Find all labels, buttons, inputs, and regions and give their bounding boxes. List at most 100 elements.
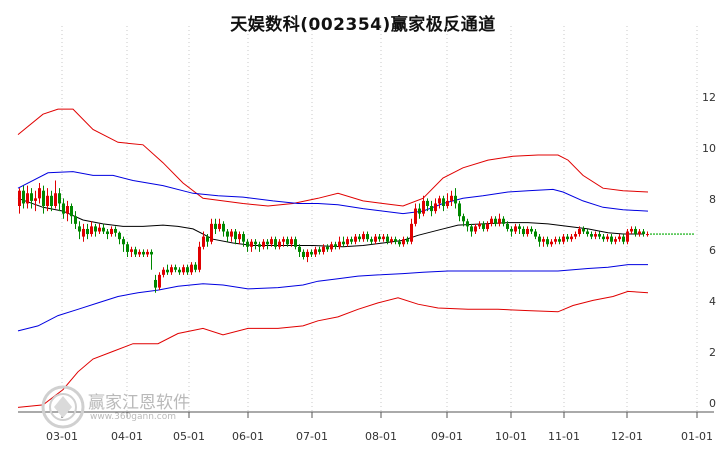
candle: [370, 236, 373, 245]
candle-body: [114, 228, 117, 233]
candle: [498, 213, 501, 227]
candle: [46, 188, 49, 212]
candle: [262, 239, 265, 250]
candle: [618, 234, 621, 242]
candle-body: [282, 239, 285, 242]
candle: [238, 231, 241, 245]
candle: [522, 226, 525, 237]
candle-body: [50, 195, 53, 206]
candle: [230, 228, 233, 242]
candle: [22, 185, 25, 209]
candle: [38, 183, 41, 204]
candle-body: [486, 223, 489, 229]
candle-body: [382, 236, 385, 240]
candle: [490, 216, 493, 227]
channel-outer-lower-line: [17, 290, 649, 408]
candle-body: [482, 223, 485, 229]
candle-body: [386, 236, 389, 242]
candle-body: [562, 236, 565, 242]
candle-body: [594, 234, 597, 237]
candle-body: [466, 221, 469, 227]
candle-body: [318, 249, 321, 252]
candle: [270, 236, 273, 247]
candle-body: [474, 226, 477, 232]
candle-body: [586, 231, 589, 235]
candle: [590, 231, 593, 240]
candle-body: [518, 226, 521, 229]
candle: [310, 249, 313, 257]
candle-body: [426, 200, 429, 206]
candle-body: [294, 239, 297, 247]
y-tick-label: 0: [709, 397, 716, 410]
candlesticks: [18, 180, 649, 293]
candle: [442, 195, 445, 212]
chart-title: 天娱数科(002354)赢家极反通道: [230, 15, 496, 35]
candle-body: [414, 208, 417, 224]
candle: [342, 236, 345, 247]
candle-body: [54, 193, 57, 206]
candle-body: [490, 218, 493, 224]
candle-body: [254, 241, 257, 245]
candle-body: [462, 216, 465, 222]
candle: [78, 221, 81, 240]
candle: [390, 236, 393, 245]
candle-body: [338, 241, 341, 247]
candle: [74, 211, 77, 229]
candle-body: [162, 269, 165, 275]
candle-body: [646, 234, 649, 236]
candle: [222, 221, 225, 237]
candle: [30, 188, 33, 209]
candle: [338, 236, 341, 250]
candle-body: [102, 227, 105, 232]
candle: [362, 231, 365, 242]
candle-body: [558, 239, 561, 242]
candle-body: [438, 198, 441, 204]
candle: [218, 218, 221, 232]
candle-body: [290, 239, 293, 245]
candle: [314, 246, 317, 257]
candle: [186, 264, 189, 275]
candle-body: [430, 206, 433, 212]
candle: [622, 234, 625, 245]
x-tick-label: 10-01: [495, 430, 527, 443]
x-tick-label: 08-01: [365, 430, 397, 443]
candle: [566, 234, 569, 242]
candle: [134, 246, 137, 257]
candle: [170, 264, 173, 275]
y-tick-label: 2: [709, 346, 716, 359]
candle-body: [538, 236, 541, 242]
candle: [626, 228, 629, 245]
candle: [430, 200, 433, 217]
candle-body: [66, 206, 69, 214]
candle: [582, 226, 585, 235]
candle: [514, 223, 517, 235]
candle: [206, 234, 209, 247]
candle: [242, 231, 245, 247]
candle-body: [230, 231, 233, 237]
candle: [306, 249, 309, 263]
candle: [90, 221, 93, 237]
y-tick-label: 8: [709, 193, 716, 206]
channel-outer-upper-line: [17, 108, 649, 207]
candle-body: [526, 228, 529, 235]
watermark-text: 赢家江恩软件: [88, 393, 190, 413]
candle-body: [166, 269, 169, 273]
candle: [158, 272, 161, 291]
candle-body: [274, 239, 277, 247]
candle: [482, 221, 485, 232]
candle-body: [278, 241, 281, 247]
candle-body: [186, 267, 189, 273]
candle: [382, 234, 385, 242]
candle-body: [334, 244, 337, 247]
candle-body: [98, 227, 101, 232]
candle: [530, 226, 533, 235]
candle: [58, 188, 61, 212]
candle: [50, 190, 53, 212]
candle-body: [590, 234, 593, 237]
candle-body: [578, 228, 581, 235]
candle: [54, 180, 57, 209]
candle: [550, 239, 553, 247]
candle: [470, 223, 473, 237]
candle: [454, 188, 457, 209]
